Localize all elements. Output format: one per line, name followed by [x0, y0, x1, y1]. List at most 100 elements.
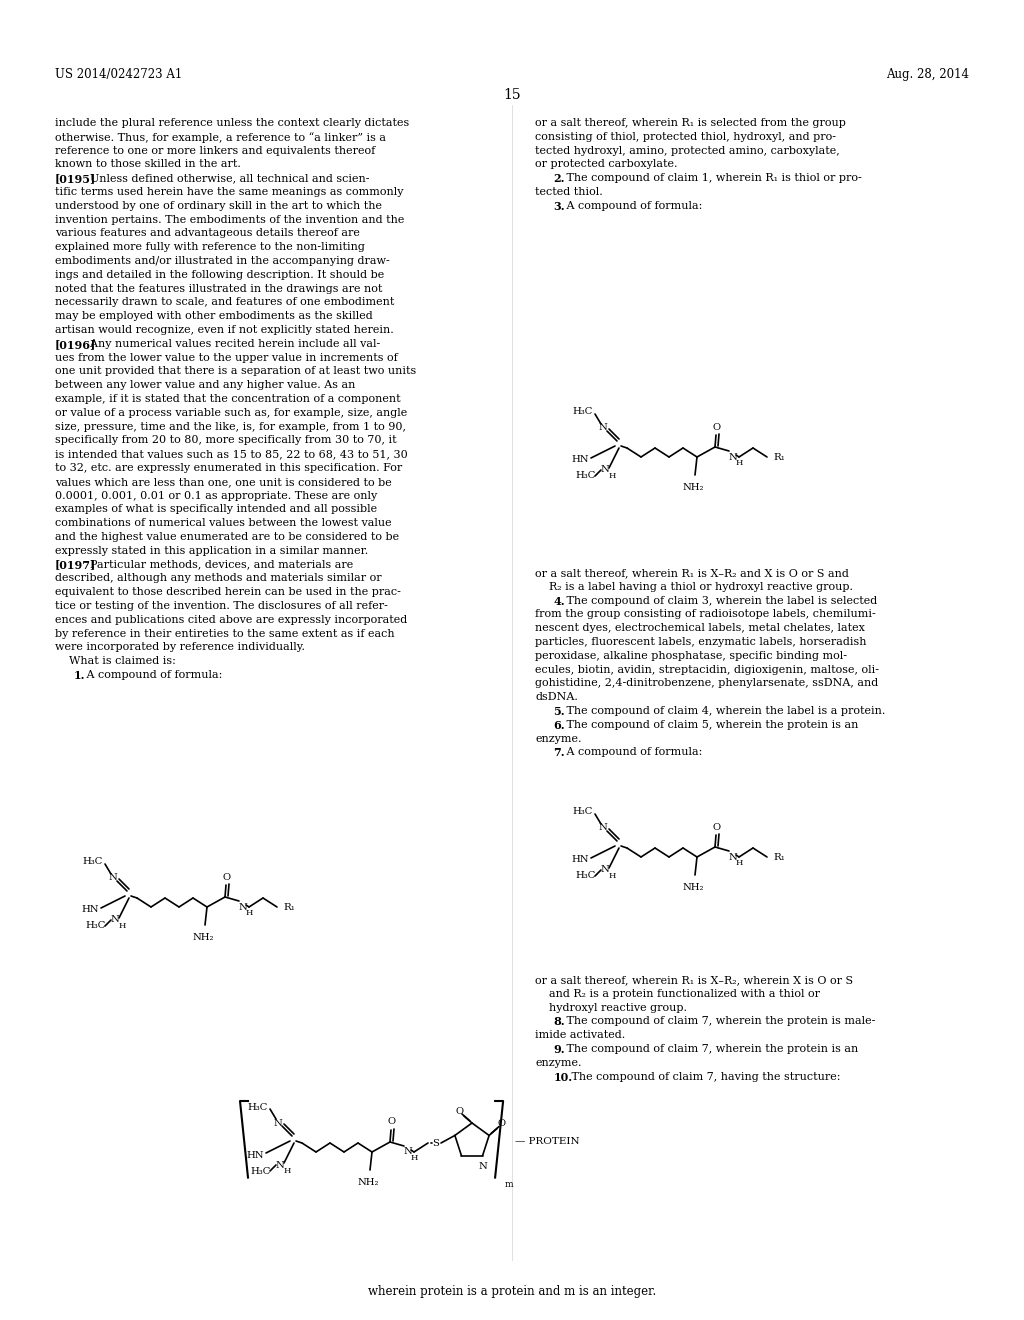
- Text: imide activated.: imide activated.: [535, 1030, 626, 1040]
- Text: [0196]: [0196]: [55, 339, 96, 350]
- Text: embodiments and/or illustrated in the accompanying draw-: embodiments and/or illustrated in the ac…: [55, 256, 390, 267]
- Text: O: O: [223, 873, 231, 882]
- Text: is intended that values such as 15 to 85, 22 to 68, 43 to 51, 30: is intended that values such as 15 to 85…: [55, 449, 408, 459]
- Text: were incorporated by reference individually.: were incorporated by reference individua…: [55, 643, 305, 652]
- Text: H₃C: H₃C: [572, 808, 593, 817]
- Text: N: N: [478, 1162, 487, 1171]
- Text: US 2014/0242723 A1: US 2014/0242723 A1: [55, 69, 182, 81]
- Text: example, if it is stated that the concentration of a component: example, if it is stated that the concen…: [55, 393, 400, 404]
- Text: H: H: [735, 459, 742, 467]
- Text: dsDNA.: dsDNA.: [535, 692, 578, 702]
- Text: combinations of numerical values between the lowest value: combinations of numerical values between…: [55, 519, 391, 528]
- Text: H: H: [119, 921, 126, 931]
- Text: may be employed with other embodiments as the skilled: may be employed with other embodiments a…: [55, 312, 373, 321]
- Text: H: H: [284, 1167, 291, 1175]
- Text: H₃C: H₃C: [575, 871, 595, 880]
- Text: R₂ is a label having a thiol or hydroxyl reactive group.: R₂ is a label having a thiol or hydroxyl…: [535, 582, 853, 591]
- Text: gohistidine, 2,4-dinitrobenzene, phenylarsenate, ssDNA, and: gohistidine, 2,4-dinitrobenzene, phenyla…: [535, 678, 879, 689]
- Text: A compound of formula:: A compound of formula:: [563, 747, 702, 758]
- Text: include the plural reference unless the context clearly dictates: include the plural reference unless the …: [55, 117, 410, 128]
- Text: NH₂: NH₂: [193, 933, 214, 942]
- Text: 10.: 10.: [553, 1072, 572, 1082]
- Text: [0195]: [0195]: [55, 173, 96, 185]
- Text: H₃C: H₃C: [85, 921, 105, 931]
- Text: O: O: [713, 422, 721, 432]
- Text: What is claimed is:: What is claimed is:: [55, 656, 176, 667]
- Text: understood by one of ordinary skill in the art to which the: understood by one of ordinary skill in t…: [55, 201, 382, 211]
- Text: equivalent to those described herein can be used in the prac-: equivalent to those described herein can…: [55, 587, 400, 597]
- Text: invention pertains. The embodiments of the invention and the: invention pertains. The embodiments of t…: [55, 215, 404, 224]
- Text: HN: HN: [82, 906, 99, 915]
- Text: 15: 15: [503, 88, 521, 102]
- Text: The compound of claim 3, wherein the label is selected: The compound of claim 3, wherein the lab…: [563, 595, 878, 606]
- Text: N: N: [599, 824, 607, 833]
- Text: various features and advantageous details thereof are: various features and advantageous detail…: [55, 228, 359, 239]
- Text: specifically from 20 to 80, more specifically from 30 to 70, it: specifically from 20 to 80, more specifi…: [55, 436, 396, 445]
- Text: values which are less than one, one unit is considered to be: values which are less than one, one unit…: [55, 477, 392, 487]
- Text: 3.: 3.: [553, 201, 565, 211]
- Text: consisting of thiol, protected thiol, hydroxyl, and pro-: consisting of thiol, protected thiol, hy…: [535, 132, 836, 141]
- Text: The compound of claim 1, wherein R₁ is thiol or pro-: The compound of claim 1, wherein R₁ is t…: [563, 173, 862, 183]
- Text: 5.: 5.: [553, 706, 565, 717]
- Text: by reference in their entireties to the same extent as if each: by reference in their entireties to the …: [55, 628, 394, 639]
- Text: O: O: [713, 822, 721, 832]
- Text: H: H: [608, 473, 615, 480]
- Text: examples of what is specifically intended and all possible: examples of what is specifically intende…: [55, 504, 377, 515]
- Text: and R₂ is a protein functionalized with a thiol or: and R₂ is a protein functionalized with …: [535, 989, 820, 999]
- Text: The compound of claim 7, having the structure:: The compound of claim 7, having the stru…: [568, 1072, 841, 1081]
- Text: ings and detailed in the following description. It should be: ings and detailed in the following descr…: [55, 269, 384, 280]
- Text: m: m: [505, 1180, 514, 1188]
- Text: The compound of claim 4, wherein the label is a protein.: The compound of claim 4, wherein the lab…: [563, 706, 886, 715]
- Text: otherwise. Thus, for example, a reference to “a linker” is a: otherwise. Thus, for example, a referenc…: [55, 132, 386, 143]
- Text: ences and publications cited above are expressly incorporated: ences and publications cited above are e…: [55, 615, 408, 624]
- Text: or a salt thereof, wherein R₁ is X–R₂, wherein X is O or S: or a salt thereof, wherein R₁ is X–R₂, w…: [535, 975, 853, 985]
- Text: particles, fluorescent labels, enzymatic labels, horseradish: particles, fluorescent labels, enzymatic…: [535, 638, 866, 647]
- Text: reference to one or more linkers and equivalents thereof: reference to one or more linkers and equ…: [55, 145, 375, 156]
- Text: 4.: 4.: [553, 595, 565, 607]
- Text: O: O: [456, 1106, 464, 1115]
- Text: enzyme.: enzyme.: [535, 734, 582, 743]
- Text: hydroxyl reactive group.: hydroxyl reactive group.: [535, 1003, 687, 1012]
- Text: The compound of claim 7, wherein the protein is male-: The compound of claim 7, wherein the pro…: [563, 1016, 876, 1027]
- Text: noted that the features illustrated in the drawings are not: noted that the features illustrated in t…: [55, 284, 382, 293]
- Text: 0.0001, 0.001, 0.01 or 0.1 as appropriate. These are only: 0.0001, 0.001, 0.01 or 0.1 as appropriat…: [55, 491, 377, 500]
- Text: explained more fully with reference to the non-limiting: explained more fully with reference to t…: [55, 242, 365, 252]
- Text: and the highest value enumerated are to be considered to be: and the highest value enumerated are to …: [55, 532, 399, 543]
- Text: N: N: [599, 424, 607, 433]
- Text: tice or testing of the invention. The disclosures of all refer-: tice or testing of the invention. The di…: [55, 601, 388, 611]
- Text: H₃C: H₃C: [572, 408, 593, 417]
- Text: enzyme.: enzyme.: [535, 1057, 582, 1068]
- Text: 9.: 9.: [553, 1044, 565, 1055]
- Text: 8.: 8.: [553, 1016, 565, 1027]
- Text: known to those skilled in the art.: known to those skilled in the art.: [55, 160, 241, 169]
- Text: N: N: [273, 1118, 283, 1127]
- Text: The compound of claim 5, wherein the protein is an: The compound of claim 5, wherein the pro…: [563, 719, 859, 730]
- Text: H₃C: H₃C: [575, 471, 595, 480]
- Text: or a salt thereof, wherein R₁ is selected from the group: or a salt thereof, wherein R₁ is selecte…: [535, 117, 846, 128]
- Text: R₁: R₁: [773, 853, 784, 862]
- Text: A compound of formula:: A compound of formula:: [563, 201, 702, 211]
- Text: A compound of formula:: A compound of formula:: [83, 671, 223, 680]
- Text: ecules, biotin, avidin, streptacidin, digioxigenin, maltose, oli-: ecules, biotin, avidin, streptacidin, di…: [535, 664, 879, 675]
- Text: N: N: [729, 853, 737, 862]
- Text: H₃C: H₃C: [83, 858, 103, 866]
- Text: tific terms used herein have the same meanings as commonly: tific terms used herein have the same me…: [55, 187, 403, 197]
- Text: O: O: [497, 1119, 505, 1127]
- Text: NH₂: NH₂: [682, 883, 703, 892]
- Text: Any numerical values recited herein include all val-: Any numerical values recited herein incl…: [83, 339, 380, 348]
- Text: Unless defined otherwise, all technical and scien-: Unless defined otherwise, all technical …: [83, 173, 369, 183]
- Text: 2.: 2.: [553, 173, 564, 185]
- Text: between any lower value and any higher value. As an: between any lower value and any higher v…: [55, 380, 355, 391]
- Text: HN: HN: [247, 1151, 264, 1159]
- Text: H: H: [411, 1154, 418, 1162]
- Text: size, pressure, time and the like, is, for example, from 1 to 90,: size, pressure, time and the like, is, f…: [55, 421, 406, 432]
- Text: H: H: [608, 873, 615, 880]
- Text: from the group consisting of radioisotope labels, chemilumi-: from the group consisting of radioisotop…: [535, 610, 876, 619]
- Text: or protected carboxylate.: or protected carboxylate.: [535, 160, 678, 169]
- Text: H: H: [735, 859, 742, 867]
- Text: ues from the lower value to the upper value in increments of: ues from the lower value to the upper va…: [55, 352, 397, 363]
- Text: 7.: 7.: [553, 747, 565, 759]
- Text: N: N: [601, 866, 609, 874]
- Text: H: H: [246, 909, 253, 917]
- Text: 1.: 1.: [73, 671, 85, 681]
